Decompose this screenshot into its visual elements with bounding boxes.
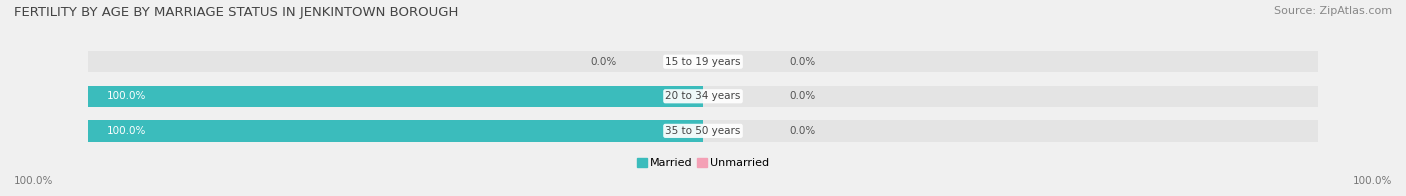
Bar [87, 85, 703, 107]
Bar [87, 51, 703, 72]
Text: 100.0%: 100.0% [107, 91, 146, 101]
Text: 0.0%: 0.0% [789, 91, 815, 101]
Legend: Married, Unmarried: Married, Unmarried [633, 153, 773, 172]
Text: 15 to 19 years: 15 to 19 years [665, 57, 741, 67]
Text: 35 to 50 years: 35 to 50 years [665, 126, 741, 136]
Text: 100.0%: 100.0% [14, 176, 53, 186]
Text: 0.0%: 0.0% [591, 57, 617, 67]
Text: 100.0%: 100.0% [1353, 176, 1392, 186]
Bar [87, 120, 703, 142]
Bar [703, 120, 1319, 142]
Text: FERTILITY BY AGE BY MARRIAGE STATUS IN JENKINTOWN BOROUGH: FERTILITY BY AGE BY MARRIAGE STATUS IN J… [14, 6, 458, 19]
Text: Source: ZipAtlas.com: Source: ZipAtlas.com [1274, 6, 1392, 16]
Text: 0.0%: 0.0% [789, 57, 815, 67]
Bar [87, 85, 703, 107]
Bar [703, 85, 1319, 107]
Text: 100.0%: 100.0% [107, 126, 146, 136]
Bar [87, 120, 703, 142]
Text: 20 to 34 years: 20 to 34 years [665, 91, 741, 101]
Bar [703, 51, 1319, 72]
Text: 0.0%: 0.0% [789, 126, 815, 136]
